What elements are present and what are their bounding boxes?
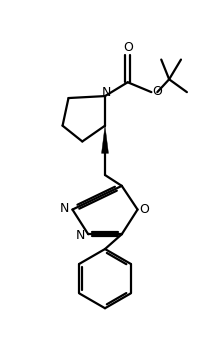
Polygon shape bbox=[102, 126, 108, 153]
Text: N: N bbox=[101, 86, 111, 98]
Text: O: O bbox=[152, 85, 162, 98]
Text: O: O bbox=[139, 203, 149, 216]
Text: N: N bbox=[76, 229, 85, 242]
Text: N: N bbox=[60, 202, 69, 215]
Text: O: O bbox=[123, 41, 133, 54]
